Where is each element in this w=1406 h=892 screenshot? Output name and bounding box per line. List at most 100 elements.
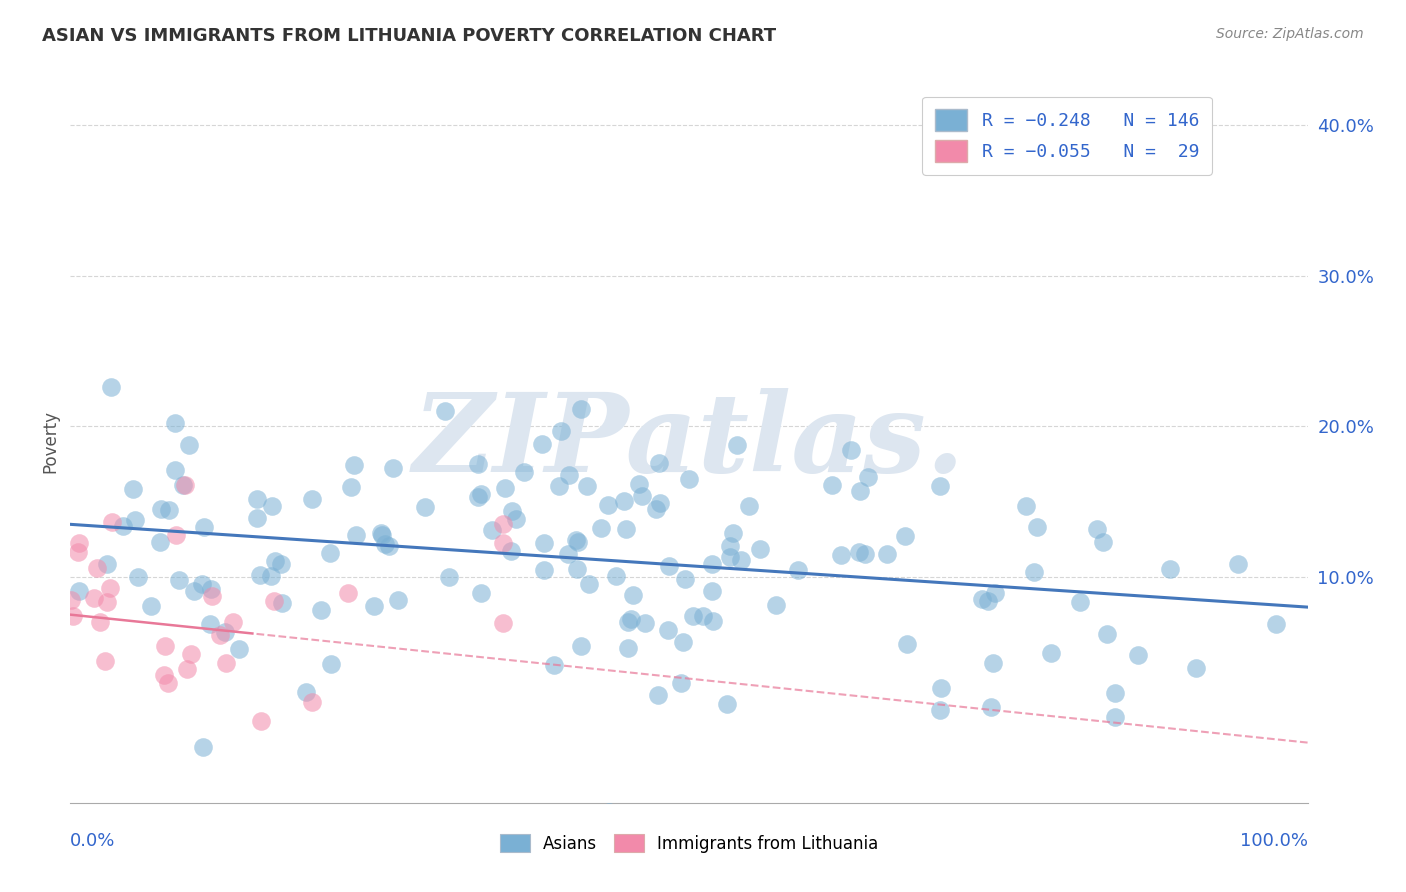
Text: 0.0%: 0.0% <box>70 831 115 850</box>
Point <box>737 499 759 513</box>
Point <box>153 668 176 682</box>
Point <box>984 586 1007 600</box>
Point <box>198 616 221 631</box>
Point <box>839 443 862 458</box>
Point <box>260 569 283 583</box>
Point <box>725 438 748 452</box>
Point <box>558 467 581 482</box>
Point <box>1104 710 1126 724</box>
Point <box>301 695 323 709</box>
Point <box>543 658 565 673</box>
Point <box>183 584 205 599</box>
Point <box>494 481 516 495</box>
Point <box>83 591 105 605</box>
Point <box>163 417 186 431</box>
Point <box>598 805 620 819</box>
Point <box>343 458 366 472</box>
Point <box>111 518 134 533</box>
Point <box>169 573 191 587</box>
Point <box>250 714 273 729</box>
Point <box>1159 562 1181 576</box>
Point <box>896 637 918 651</box>
Point <box>344 528 367 542</box>
Point <box>270 596 292 610</box>
Point <box>62 608 84 623</box>
Text: Source: ZipAtlas.com: Source: ZipAtlas.com <box>1216 27 1364 41</box>
Point <box>617 641 640 656</box>
Point <box>127 570 149 584</box>
Point <box>531 437 554 451</box>
Point <box>702 614 724 628</box>
Point <box>165 528 187 542</box>
Point <box>179 438 201 452</box>
Point <box>598 498 620 512</box>
Point <box>501 503 523 517</box>
Point <box>96 595 118 609</box>
Point <box>616 522 638 536</box>
Point <box>928 479 950 493</box>
Point <box>467 457 489 471</box>
Point <box>718 549 741 564</box>
Point <box>155 639 177 653</box>
Point <box>163 463 186 477</box>
Point <box>505 512 527 526</box>
Legend: Asians, Immigrants from Lithuania: Asians, Immigrants from Lithuania <box>494 828 884 860</box>
Point <box>382 460 405 475</box>
Point <box>605 569 627 583</box>
Point <box>200 582 222 597</box>
Point <box>575 479 598 493</box>
Point <box>86 561 108 575</box>
Point <box>172 478 194 492</box>
Point <box>657 623 679 637</box>
Point <box>319 546 342 560</box>
Point <box>620 611 643 625</box>
Point <box>894 529 917 543</box>
Point <box>1025 520 1047 534</box>
Point <box>67 583 90 598</box>
Point <box>191 739 214 754</box>
Point <box>191 577 214 591</box>
Point <box>830 548 852 562</box>
Point <box>270 557 292 571</box>
Point <box>977 594 1000 608</box>
Point <box>470 487 492 501</box>
Point <box>499 544 522 558</box>
Point <box>122 482 145 496</box>
Point <box>470 586 492 600</box>
Point <box>533 563 555 577</box>
Point <box>180 647 202 661</box>
Point <box>1226 557 1249 571</box>
Point <box>492 535 515 549</box>
Point <box>567 535 589 549</box>
Point <box>1265 617 1288 632</box>
Point <box>571 402 593 417</box>
Point <box>1126 648 1149 662</box>
Point <box>415 500 437 514</box>
Point <box>124 513 146 527</box>
Point <box>100 380 122 394</box>
Point <box>648 456 671 470</box>
Point <box>1185 661 1208 675</box>
Point <box>387 593 409 607</box>
Point <box>370 525 392 540</box>
Point <box>1095 626 1118 640</box>
Point <box>60 593 83 607</box>
Point <box>301 492 323 507</box>
Point <box>492 517 515 532</box>
Point <box>765 598 787 612</box>
Point <box>371 528 394 542</box>
Point <box>141 599 163 613</box>
Point <box>730 552 752 566</box>
Point <box>1104 685 1126 699</box>
Point <box>374 537 396 551</box>
Point <box>1022 565 1045 579</box>
Point <box>589 521 612 535</box>
Point <box>678 471 700 485</box>
Point <box>702 584 724 599</box>
Text: ZIPatlas.: ZIPatlas. <box>412 388 966 495</box>
Point <box>658 559 681 574</box>
Point <box>336 585 359 599</box>
Point <box>634 615 657 630</box>
Point <box>157 502 180 516</box>
Point <box>718 539 741 553</box>
